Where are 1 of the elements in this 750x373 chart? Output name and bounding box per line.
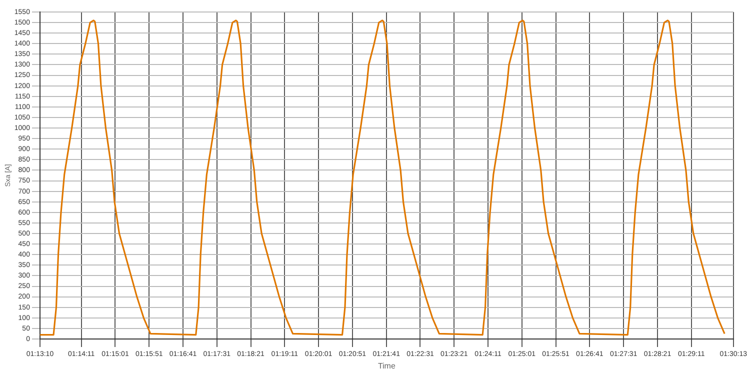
x-axis-title: Time <box>378 361 396 370</box>
